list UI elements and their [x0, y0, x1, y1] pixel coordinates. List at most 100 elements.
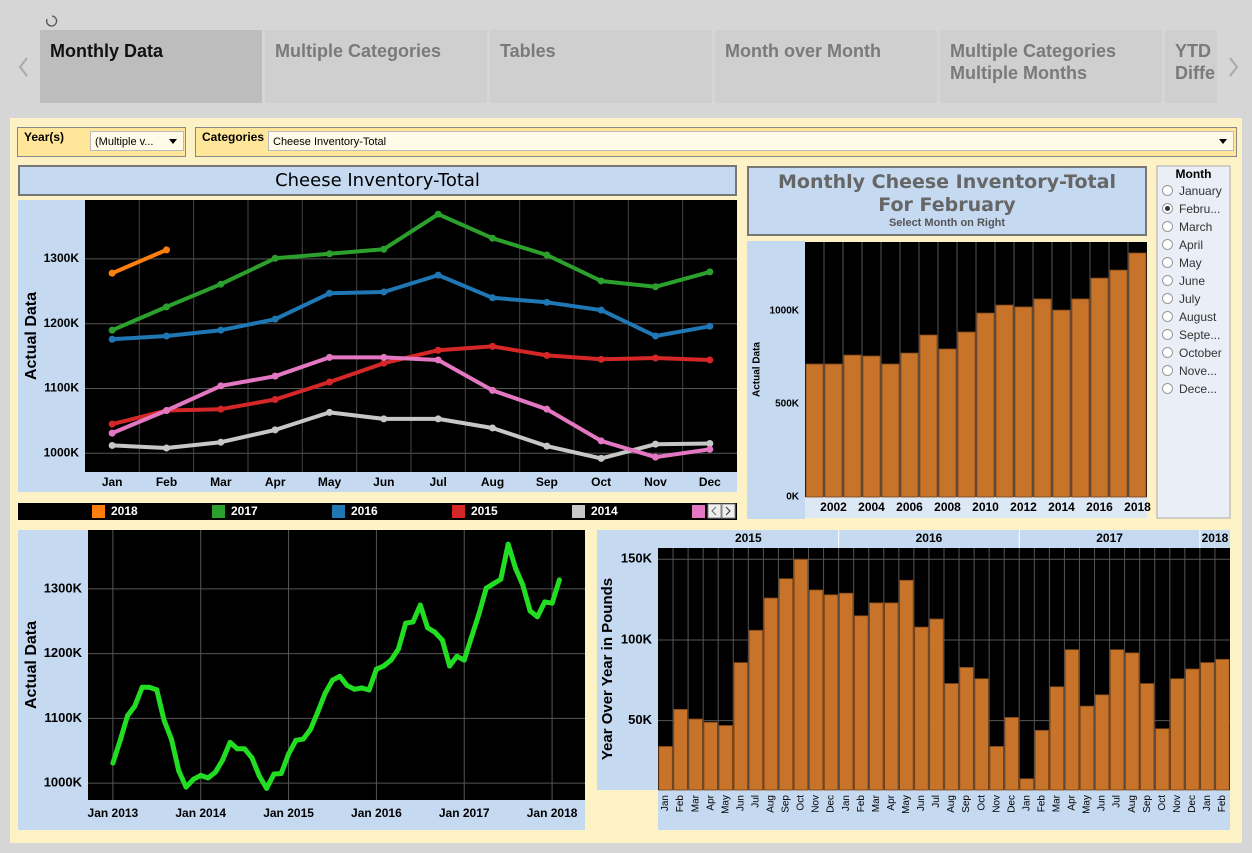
axis-strip [85, 472, 737, 492]
point [146, 684, 152, 690]
tab[interactable]: Monthly Data [40, 30, 262, 103]
month-option[interactable]: May [1162, 254, 1202, 272]
arrow-icon [711, 506, 717, 516]
bar [1034, 729, 1050, 791]
month-option[interactable]: October [1162, 344, 1222, 362]
y-tick-label: 1200K [44, 316, 80, 330]
bar [733, 662, 748, 791]
tab[interactable]: YTD Diffe [1165, 30, 1217, 103]
category-dropdown[interactable]: Cheese Inventory-Total [268, 131, 1234, 151]
line [112, 273, 711, 342]
month-option[interactable]: March [1162, 218, 1212, 236]
bar [1185, 668, 1200, 791]
bar [1109, 269, 1128, 498]
x-tick-label: Oct [1157, 795, 1168, 811]
point [491, 581, 497, 587]
x-tick-label: Jan 2018 [527, 806, 578, 820]
month-option[interactable]: April [1162, 236, 1203, 254]
point [706, 268, 714, 276]
tab[interactable]: Month over Month [715, 30, 937, 103]
point [326, 289, 333, 297]
month-option[interactable]: January [1162, 182, 1222, 200]
bar [989, 746, 1004, 791]
x-tick-label: Nov [644, 475, 667, 489]
point [217, 280, 225, 288]
point [395, 646, 401, 652]
x-tick-label: Jan 2016 [351, 806, 402, 820]
line [111, 355, 711, 460]
point [476, 611, 482, 617]
bar [899, 579, 914, 791]
bar [824, 363, 843, 498]
legend-label: 2016 [351, 504, 378, 518]
x-tick-label: Aug [1127, 795, 1138, 813]
point [434, 356, 442, 364]
bar [808, 589, 824, 791]
point [380, 359, 388, 367]
tab-prev[interactable] [18, 57, 28, 77]
point [190, 776, 196, 782]
bar [1140, 683, 1155, 791]
bar [1155, 728, 1170, 791]
point [489, 386, 496, 394]
point [597, 437, 605, 445]
x-tick-label: Jun [735, 795, 746, 811]
x-tick-label: 2002 [820, 500, 847, 514]
point [543, 298, 551, 306]
bar [995, 304, 1014, 498]
bar [957, 331, 976, 498]
axis-strip [597, 530, 658, 790]
x-tick-label: Apr [1067, 794, 1078, 810]
point [315, 709, 321, 715]
tab[interactable]: Multiple Categories Multiple Months [940, 30, 1162, 103]
legend-label: 2015 [471, 504, 498, 518]
month-option[interactable]: Nove... [1162, 362, 1217, 380]
tab[interactable]: Tables [490, 30, 712, 103]
refresh-icon[interactable] [45, 15, 58, 27]
legend-scroll-right[interactable] [721, 503, 736, 519]
tab-next[interactable] [1229, 57, 1239, 77]
year-dropdown[interactable]: (Multiple v... [90, 131, 184, 151]
month-option[interactable]: Febru... [1162, 200, 1220, 218]
point [351, 686, 357, 692]
x-tick-label: Jul [750, 795, 761, 808]
point [380, 353, 388, 361]
axis-strip [88, 800, 585, 830]
point [326, 378, 333, 386]
chart-subtitle: Select Month on Right [888, 217, 1006, 229]
point [326, 408, 333, 416]
legend-scroll-left[interactable] [707, 503, 722, 519]
month-option[interactable]: July [1162, 290, 1200, 308]
point [543, 405, 551, 413]
bar [718, 725, 733, 791]
bar [673, 708, 688, 791]
month-option[interactable]: Septe... [1162, 326, 1220, 344]
point [520, 582, 526, 588]
month-option[interactable]: June [1162, 272, 1205, 290]
x-tick-label: Jun [916, 795, 927, 811]
point [308, 726, 314, 732]
x-tick-label: Sep [781, 795, 792, 813]
legend-swatch [212, 505, 225, 518]
month-option[interactable]: Dece... [1162, 380, 1217, 398]
x-tick-label: Feb [675, 795, 686, 813]
point [163, 332, 170, 340]
tab[interactable]: Multiple Categories [265, 30, 487, 103]
bar [1004, 717, 1019, 791]
month-option[interactable]: August [1162, 308, 1216, 326]
point [498, 576, 504, 582]
y-tick-label: 1100K [44, 710, 82, 725]
point [388, 657, 394, 663]
bar [1052, 309, 1071, 498]
y-tick-label: 1300K [44, 251, 80, 265]
x-tick-label: May [720, 795, 731, 814]
legend-swatch [572, 505, 585, 518]
bar [658, 746, 673, 791]
axis-strip [18, 530, 88, 830]
x-tick-label: Apr [705, 794, 716, 810]
x-tick-label: Jul [931, 795, 942, 808]
y-axis-label: Actual Data [23, 292, 40, 380]
x-tick-label: Sep [1142, 795, 1153, 813]
y-tick-label: 1000K [770, 306, 800, 317]
